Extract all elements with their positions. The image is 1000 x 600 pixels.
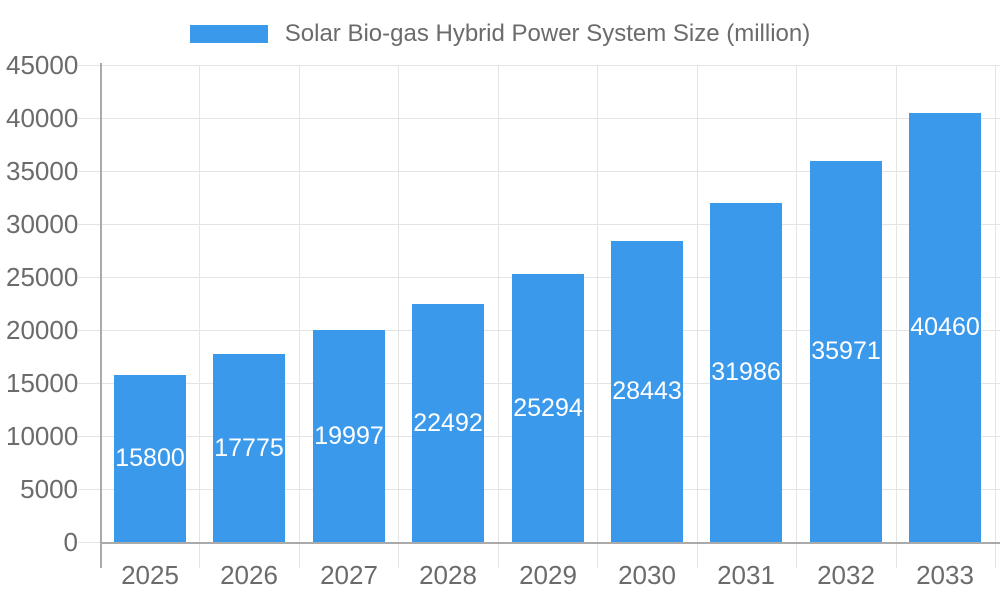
y-tick-label: 40000: [6, 103, 79, 133]
gridline-v: [896, 65, 897, 568]
y-tick-label: 25000: [6, 262, 79, 292]
gridline-v: [498, 65, 499, 568]
x-axis-line: [100, 542, 1000, 544]
bar-value-label: 28443: [612, 377, 682, 405]
x-tick-label: 2032: [817, 560, 875, 590]
gridline-v: [697, 65, 698, 568]
y-tick-label: 0: [63, 527, 78, 557]
x-tick-label: 2029: [519, 560, 577, 590]
bar-2027[interactable]: 19997: [313, 330, 385, 542]
y-tick-label: 45000: [6, 50, 79, 80]
y-tick-label: 15000: [6, 368, 79, 398]
x-tick-label: 2027: [320, 560, 378, 590]
bar-2026[interactable]: 17775: [213, 354, 285, 542]
gridline-h: [78, 118, 1000, 119]
bar-2028[interactable]: 22492: [412, 304, 484, 542]
y-axis-line: [100, 63, 102, 568]
bar-value-label: 40460: [910, 313, 980, 341]
legend-label: Solar Bio-gas Hybrid Power System Size (…: [284, 20, 811, 47]
bar-value-label: 35971: [811, 337, 881, 365]
y-tick-label: 30000: [6, 209, 79, 239]
x-tick-label: 2028: [419, 560, 477, 590]
x-tick-label: 2031: [717, 560, 775, 590]
bar-2025[interactable]: 15800: [114, 375, 186, 542]
y-tick-label: 5000: [20, 474, 78, 504]
legend[interactable]: Solar Bio-gas Hybrid Power System Size (…: [0, 18, 1000, 50]
x-tick-label: 2030: [618, 560, 676, 590]
bar-2029[interactable]: 25294: [512, 274, 584, 542]
bar-2030[interactable]: 28443: [611, 241, 683, 542]
gridline-v: [995, 65, 996, 568]
bar-value-label: 19997: [314, 421, 384, 450]
gridline-v: [597, 65, 598, 568]
gridline-v: [199, 65, 200, 568]
gridline-v: [299, 65, 300, 568]
bar-value-label: 17775: [214, 433, 284, 462]
y-tick-zero: [78, 542, 100, 543]
x-tick-label: 2033: [916, 560, 974, 590]
x-tick-label: 2026: [220, 560, 278, 590]
gridline-h: [78, 65, 1000, 66]
gridline-h: [78, 224, 1000, 225]
gridline-h: [78, 171, 1000, 172]
gridline-v: [796, 65, 797, 568]
bar-2032[interactable]: 35971: [810, 161, 882, 542]
y-tick-label: 20000: [6, 315, 79, 345]
bar-value-label: 22492: [413, 408, 483, 437]
legend-swatch-icon: [189, 25, 268, 43]
bar-value-label: 31986: [711, 358, 781, 386]
gridline-v: [398, 65, 399, 568]
y-tick-label: 35000: [6, 156, 79, 186]
bar-value-label: 15800: [115, 444, 185, 472]
y-tick-label: 10000: [6, 421, 79, 451]
bar-2033[interactable]: 40460: [909, 113, 981, 542]
bar-2031[interactable]: 31986: [710, 203, 782, 542]
bar-value-label: 25294: [513, 393, 583, 422]
x-tick-label: 2025: [121, 560, 179, 590]
